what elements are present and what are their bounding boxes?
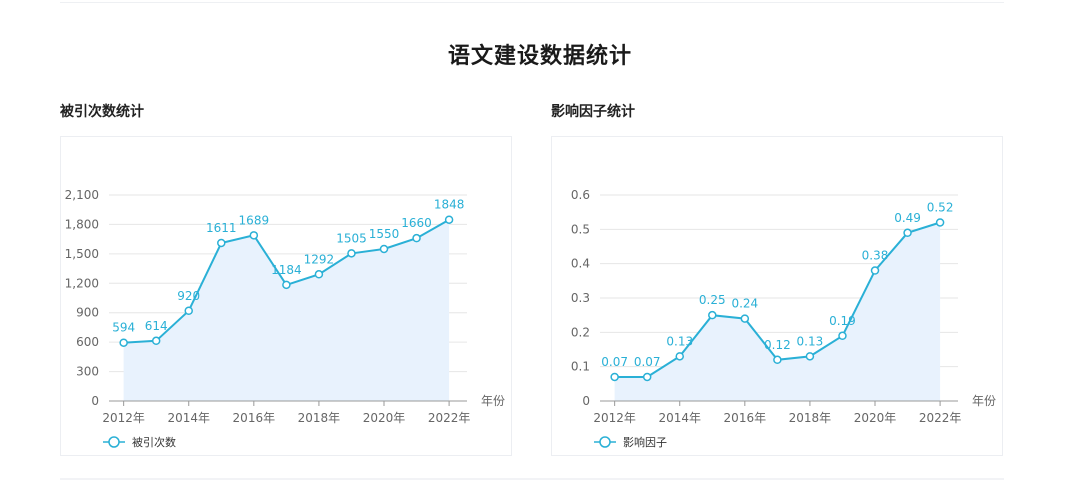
area-fill (123, 219, 450, 401)
bottom-divider (60, 478, 1004, 480)
data-label: 1184 (271, 263, 302, 277)
data-label: 1848 (434, 198, 465, 212)
data-point (935, 218, 945, 227)
x-tick-label: 2012年 (102, 411, 145, 425)
y-tick-label: 1,800 (65, 217, 99, 231)
x-axis-title: 年份 (972, 394, 996, 408)
area-fill (614, 222, 941, 401)
impact-factor-line-chart: 0 0.1 0.2 0.3 0.4 0.5 0.6 2012年 2014年 2016年 2018年 2… (571, 188, 996, 449)
data-label: 1689 (239, 213, 270, 227)
data-label: 920 (177, 289, 200, 303)
data-point (184, 306, 193, 316)
citations-line-chart: 0 300 600 900 1,200 1,500 1,800 2,100 2012年 2014年… (65, 188, 505, 449)
citations-section-title: 被引次数统计 (60, 104, 144, 120)
data-point (444, 215, 454, 224)
y-tick-label: 600 (76, 335, 99, 349)
y-tick-label: 1,200 (65, 276, 99, 290)
data-label: 1505 (336, 231, 367, 245)
y-tick-label: 300 (76, 365, 99, 379)
data-point (151, 336, 161, 346)
data-label: 0.13 (666, 334, 693, 348)
data-label: 0.07 (634, 355, 661, 369)
data-point (838, 331, 847, 341)
impact-factor-section-title: 影响因子统计 (551, 104, 635, 120)
legend-marker (108, 436, 120, 448)
data-point (675, 352, 684, 361)
y-tick-label: 0.4 (571, 257, 590, 271)
data-point (249, 231, 259, 240)
x-tick-label: 2014年 (167, 411, 210, 425)
y-tick-label: 0.2 (571, 325, 590, 339)
data-point (773, 355, 782, 365)
data-label: 0.38 (862, 249, 889, 263)
data-label: 0.25 (699, 293, 726, 307)
data-label: 0.13 (797, 334, 824, 348)
x-tick-label: 2016年 (233, 411, 276, 425)
data-label: 0.52 (927, 200, 954, 214)
legend-marker (599, 436, 611, 448)
y-tick-label: 0 (91, 394, 99, 408)
x-tick-label: 2016年 (724, 411, 767, 425)
y-tick-label: 0.3 (571, 291, 590, 305)
data-label: 1611 (206, 221, 237, 235)
data-point (805, 352, 815, 361)
citations-chart-card: 0 300 600 900 1,200 1,500 1,800 2,100 2012年 2014年… (60, 136, 512, 456)
data-point (610, 372, 619, 382)
legend-label: 影响因子 (623, 436, 667, 449)
data-point (314, 270, 324, 279)
data-point (217, 238, 226, 248)
page-title: 语文建设数据统计 (447, 44, 632, 69)
y-tick-label: 0.6 (571, 188, 590, 202)
x-tick-label: 2020年 (854, 411, 897, 425)
data-point (870, 266, 880, 275)
x-tick-label: 2018年 (298, 411, 341, 425)
y-tick-label: 0.1 (571, 360, 590, 374)
x-tick-label: 2012年 (593, 411, 636, 425)
x-tick-label: 2018年 (789, 411, 832, 425)
data-label: 0.07 (601, 355, 628, 369)
data-label: 0.49 (894, 211, 921, 225)
data-point (119, 338, 128, 347)
data-label: 0.12 (764, 338, 791, 352)
top-divider (60, 2, 1004, 3)
data-label: 1292 (304, 252, 335, 266)
data-point (642, 372, 652, 382)
data-point (412, 233, 421, 243)
data-point (708, 310, 717, 320)
x-tick-label: 2020年 (363, 411, 406, 425)
data-label: 0.19 (829, 314, 856, 328)
data-point (282, 280, 291, 290)
data-label: 1550 (369, 227, 400, 241)
x-tick-label: 2022年 (428, 411, 471, 425)
x-tick-label: 2014年 (658, 411, 701, 425)
impact-factor-chart-card: 0 0.1 0.2 0.3 0.4 0.5 0.6 2012年 2014年 2016年 2018年 2… (551, 136, 1003, 456)
y-tick-label: 0 (582, 394, 590, 408)
y-tick-label: 2,100 (65, 188, 99, 202)
legend-label: 被引次数 (132, 435, 176, 449)
y-tick-label: 900 (76, 306, 99, 320)
data-point (379, 244, 389, 254)
y-tick-label: 1,500 (65, 247, 99, 261)
data-point (347, 249, 356, 258)
data-label: 594 (112, 321, 135, 335)
data-label: 0.24 (731, 297, 758, 311)
x-axis-title: 年份 (481, 394, 505, 408)
data-label: 1660 (401, 216, 432, 230)
data-point (740, 314, 750, 323)
data-point (903, 228, 912, 238)
y-tick-label: 0.5 (571, 222, 590, 236)
x-tick-label: 2022年 (919, 411, 962, 425)
data-label: 614 (145, 319, 168, 333)
